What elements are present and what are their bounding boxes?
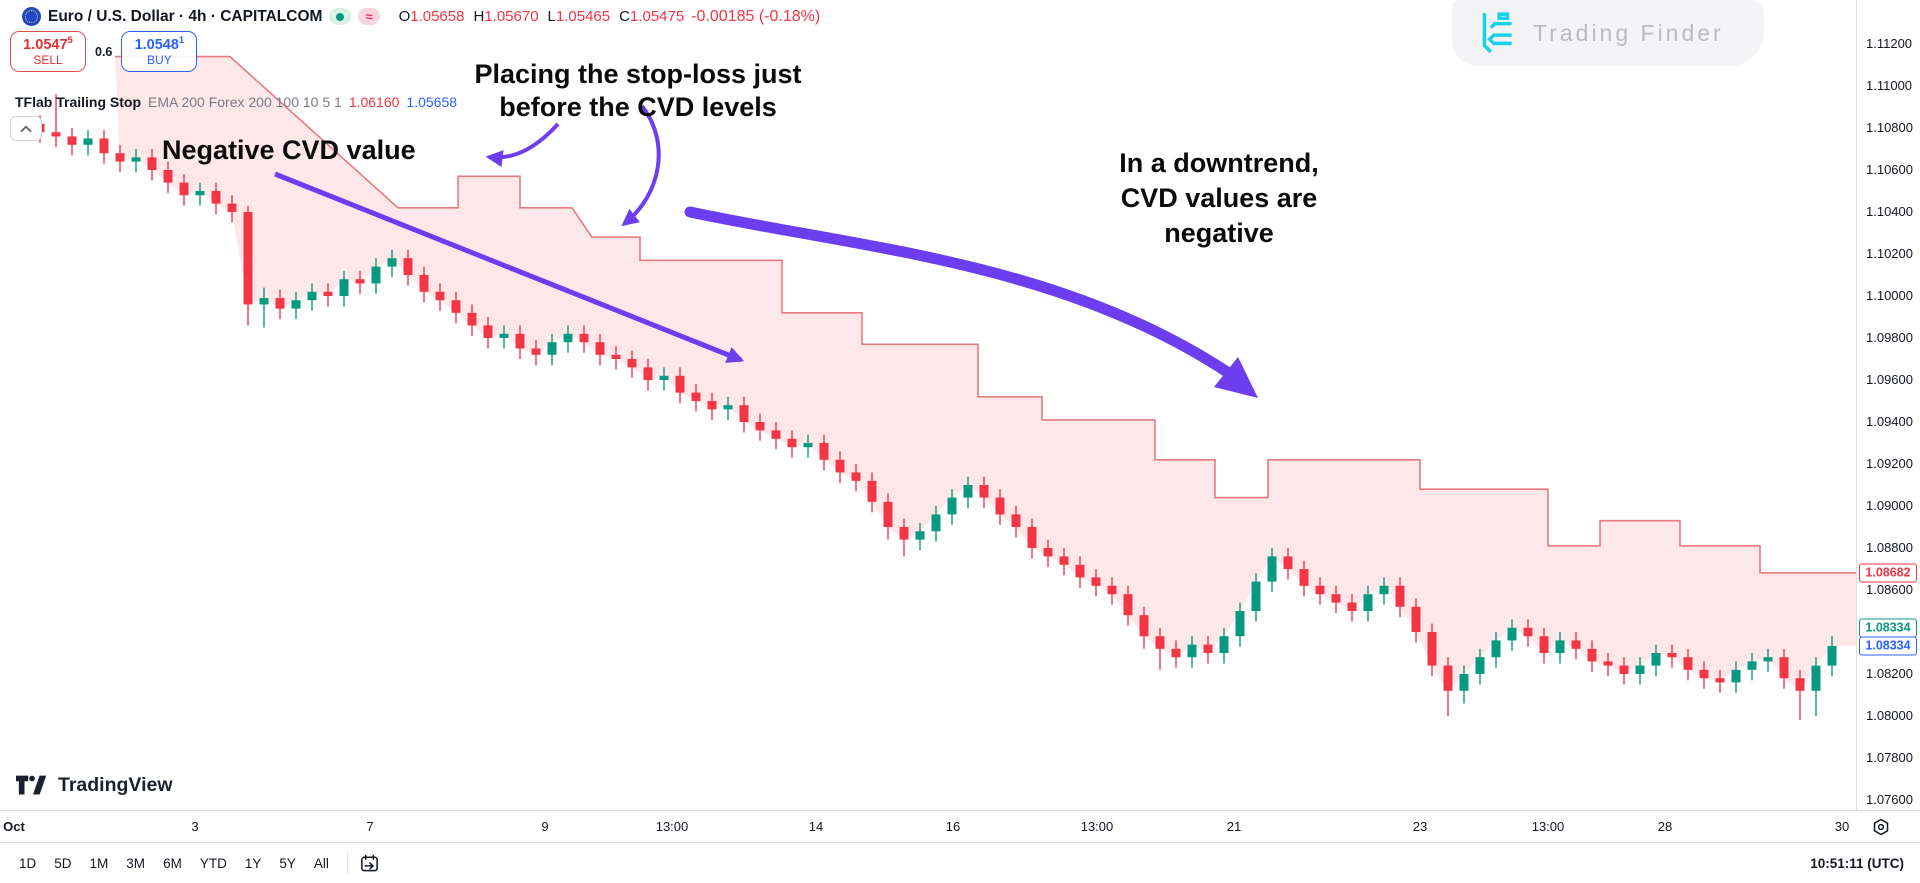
price-tick: 1.07800 (1866, 750, 1913, 765)
axis-settings-gear-icon[interactable] (1871, 817, 1891, 837)
sell-button[interactable]: 1.05475 SELL (10, 31, 86, 72)
price-tick: 1.08000 (1866, 708, 1913, 723)
time-tick: 23 (1412, 819, 1428, 834)
time-tick: 3 (191, 819, 199, 834)
price-tick: 1.08200 (1866, 666, 1913, 681)
annotation-stop-loss: Placing the stop-loss just before the CV… (474, 59, 802, 122)
time-tick: 28 (1657, 819, 1673, 834)
curved-arrow-left (485, 122, 560, 168)
price-tick: 1.11200 (1866, 36, 1913, 51)
clock-utc[interactable]: 10:51:11 (UTC) (1810, 855, 1904, 871)
range-button-1d[interactable]: 1D (19, 855, 37, 871)
date-range-group: 1D 5D 1M 3M 6M YTD 1Y 5Y All (10, 852, 338, 875)
time-tick: 13:00 (1080, 819, 1114, 834)
candlestick-chart (35, 55, 1856, 721)
price-tick: 1.08800 (1866, 540, 1913, 555)
order-panel: 1.05475 SELL 0.6 1.05481 BUY (10, 31, 198, 72)
time-tick: 21 (1226, 819, 1242, 834)
price-tick: 1.07600 (1866, 792, 1913, 807)
calendar-icon (361, 854, 379, 871)
price-tick: 1.09400 (1866, 414, 1913, 429)
annotation-arrows (274, 104, 1258, 398)
spread-value: 0.6 (95, 44, 113, 59)
indicator-name: TFlab Trailing Stop (15, 94, 141, 110)
price-tick: 1.11000 (1866, 78, 1913, 93)
range-button-3m[interactable]: 3M (126, 855, 146, 871)
curved-arrow-right (621, 104, 661, 227)
time-tick: 7 (366, 819, 374, 834)
ohlc-item: C1.05475 (619, 8, 685, 25)
range-button-5y[interactable]: 5Y (279, 855, 296, 871)
tradingview-watermark-label: TradingView (58, 774, 173, 796)
toolbar-divider (346, 852, 348, 874)
indicator-legend[interactable]: TFlab Trailing Stop EMA 200 Forex 200 10… (15, 94, 457, 110)
big-swoosh-arrow (684, 206, 1233, 378)
time-tick: 14 (808, 819, 824, 834)
tradingview-logo-icon (16, 775, 47, 794)
time-tick: 13:00 (1531, 819, 1565, 834)
range-button-5d[interactable]: 5D (54, 855, 72, 871)
range-button-1m[interactable]: 1M (89, 855, 109, 871)
price-tick: 1.09000 (1866, 498, 1913, 513)
time-tick: 16 (945, 819, 961, 834)
symbol-logo-icon (22, 7, 41, 26)
last-price-label: 1.08682 (1859, 563, 1917, 583)
price-tick: 1.10600 (1866, 162, 1913, 177)
collapse-legend-button[interactable] (10, 116, 42, 141)
price-axis[interactable]: 1.11200 1.11000 1.10800 1.10600 1.10400 1.102… (1856, 0, 1920, 810)
symbol-title[interactable]: Euro / U.S. Dollar · 4h · CAPITALCOM (48, 7, 323, 25)
buy-button[interactable]: 1.05481 BUY (121, 31, 198, 72)
buy-label: BUY (147, 52, 172, 67)
indicator-value-2: 1.05658 (406, 94, 458, 110)
price-tick: 1.09200 (1866, 456, 1913, 471)
tradingfinder-brand-label: Trading Finder (1533, 19, 1724, 46)
price-tick: 1.10200 (1866, 246, 1913, 261)
time-tick: 30 (1834, 819, 1850, 834)
ohlc-values: O1.05658 H1.05670 L1.05465 C1.05475 (399, 8, 685, 25)
candles (35, 94, 1837, 721)
trailing-stop-band (115, 55, 1856, 691)
time-axis[interactable]: Oct 3 7 9 13:00 14 16 13:00 21 23 13:00 28 30 (0, 810, 1920, 843)
annotation-negative-cvd: Negative CVD value (162, 135, 416, 165)
indicator-value-1: 1.06160 (348, 94, 400, 110)
big-swoosh-arrowhead (1214, 357, 1258, 398)
tradingfinder-brand: Trading Finder (1452, 0, 1764, 66)
last-price-label: 1.08334 (1859, 618, 1917, 638)
range-button-ytd[interactable]: YTD (199, 855, 227, 871)
price-tick: 1.10800 (1866, 120, 1913, 135)
price-tick: 1.08600 (1866, 582, 1913, 597)
price-tick: 1.09600 (1866, 372, 1913, 387)
chevron-up-icon (20, 125, 32, 132)
range-button-all[interactable]: All (313, 855, 329, 871)
chart-canvas[interactable]: Negative CVD value Placing the stop-loss… (0, 0, 1856, 810)
ohlc-item: H1.05670 (473, 8, 539, 25)
price-tick: 1.10000 (1866, 288, 1913, 303)
time-tick: Oct (3, 819, 25, 834)
price-tick: 1.09800 (1866, 330, 1913, 345)
approx-data-icon[interactable]: ≈ (358, 8, 380, 25)
bottom-toolbar: 1D 5D 1M 3M 6M YTD 1Y 5Y All 10:51:11 (UTC) (0, 842, 1920, 883)
change-value: -0.00185 (-0.18%) (691, 7, 821, 25)
tradingfinder-logo-icon (1482, 12, 1512, 54)
go-to-date-button[interactable] (357, 850, 383, 876)
ohlc-item: L1.05465 (547, 8, 611, 25)
ohlc-item: O1.05658 (398, 8, 465, 25)
market-open-status-icon[interactable] (329, 8, 352, 25)
last-price-label: 1.08334 (1859, 636, 1917, 656)
symbol-legend: Euro / U.S. Dollar · 4h · CAPITALCOM ≈ O… (22, 7, 820, 26)
diagonal-arrow (274, 171, 745, 363)
sell-label: SELL (33, 52, 63, 67)
range-button-6m[interactable]: 6M (163, 855, 182, 871)
annotation-downtrend: In a downtrend, CVD values are negative (1119, 148, 1319, 249)
price-tick: 1.10400 (1866, 204, 1913, 219)
time-tick: 9 (541, 819, 549, 834)
time-tick: 13:00 (655, 819, 689, 834)
range-button-1y[interactable]: 1Y (244, 855, 262, 871)
tradingview-watermark[interactable]: TradingView (16, 774, 173, 797)
indicator-params: EMA 200 Forex 200 100 10 5 1 (148, 94, 342, 110)
